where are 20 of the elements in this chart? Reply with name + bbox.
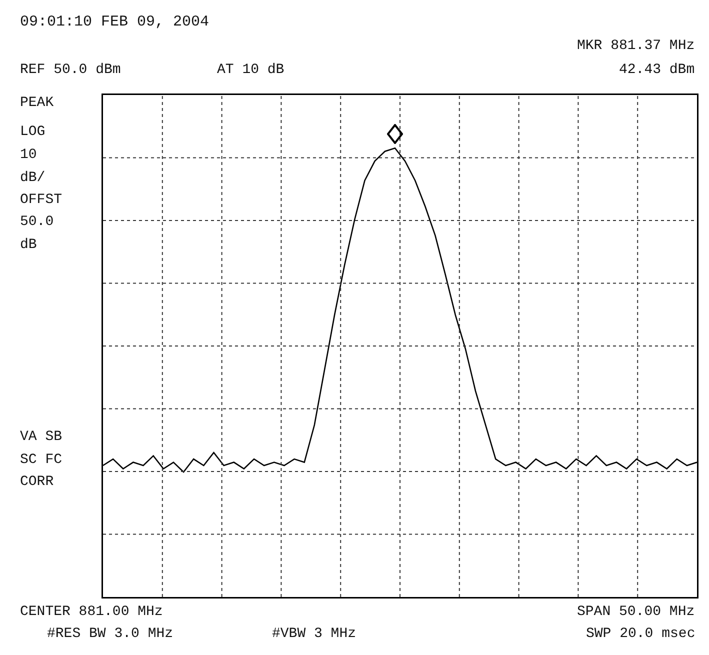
text: PEAK [20, 95, 54, 111]
text: MKR 881.37 MHz [577, 38, 695, 54]
text: REF 50.0 dBm [20, 62, 121, 78]
text: 50.0 [20, 214, 54, 230]
text: CORR [20, 474, 54, 490]
text: OFFST [20, 192, 62, 208]
text: SWP 20.0 msec [586, 626, 696, 642]
text: 42.43 dBm [619, 62, 695, 78]
text: LOG [20, 124, 46, 140]
chart-title: 09:01:10 FEB 09, 2004 [20, 13, 210, 30]
text: dB [20, 237, 37, 253]
text: #RES BW 3.0 MHz [47, 626, 174, 642]
text: SC FC [20, 452, 62, 468]
text: CENTER 881.00 MHz [20, 604, 163, 620]
text: 10 [20, 147, 37, 163]
text: VA SB [20, 429, 62, 445]
text: AT 10 dB [217, 62, 284, 78]
text: #VBW 3 MHz [272, 626, 356, 642]
text: dB/ [20, 170, 46, 186]
text: SPAN 50.00 MHz [577, 604, 695, 620]
